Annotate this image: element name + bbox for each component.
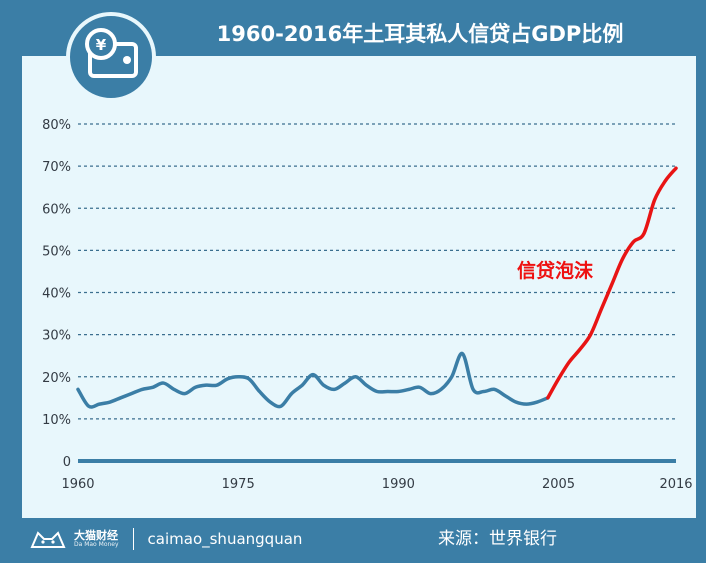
credit-bubble-annotation: 信贷泡沫 [517, 259, 594, 282]
brand-footer: 大猫财经 Da Mao Money caimao_shuangquan [30, 526, 302, 552]
x-tick-label: 1960 [61, 477, 94, 492]
y-tick-label: 40% [42, 287, 71, 302]
chart-title: 1960-2016年土耳其私人信贷占GDP比例 [216, 22, 624, 46]
y-tick-label: 80% [42, 118, 71, 133]
x-tick-label: 2016 [659, 477, 692, 492]
brand-subtitle: Da Mao Money [74, 540, 119, 548]
y-tick-label: 30% [42, 329, 71, 344]
wallet-logo-icon: ¥ [66, 12, 156, 102]
footer-divider [132, 528, 134, 550]
x-tick-label: 1990 [382, 477, 415, 492]
y-tick-label: 10% [42, 413, 71, 428]
x-tick-label: 1975 [222, 477, 255, 492]
series-line-bubble [546, 166, 678, 400]
x-tick-label: 2005 [542, 477, 575, 492]
y-tick-label: 0 [63, 455, 71, 470]
data-source: 来源：世界银行 [438, 529, 557, 549]
cat-logo-icon [30, 531, 66, 548]
series-line-normal [76, 351, 550, 409]
brand-text: 大猫财经 Da Mao Money [74, 530, 119, 549]
chart-panel [22, 56, 696, 518]
brand-name: 大猫财经 [74, 528, 118, 542]
y-tick-label: 60% [42, 202, 71, 217]
social-handle: caimao_shuangquan [147, 530, 303, 548]
y-tick-label: 70% [42, 160, 71, 175]
y-tick-label: 50% [42, 244, 71, 259]
y-tick-label: 20% [42, 371, 71, 386]
svg-text:¥: ¥ [96, 36, 107, 54]
